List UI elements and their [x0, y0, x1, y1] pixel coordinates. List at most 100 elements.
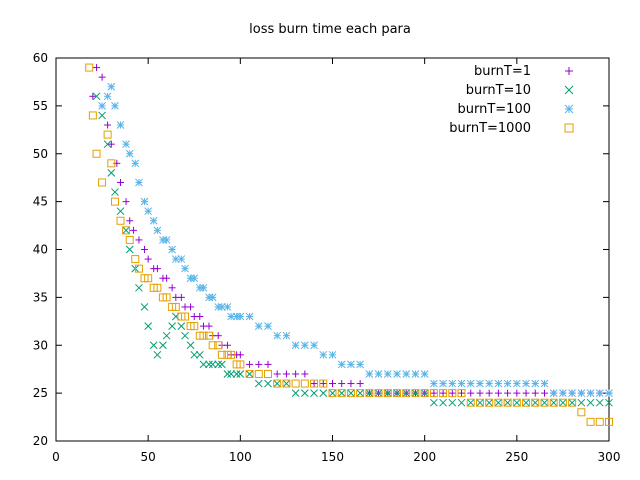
data-point: [494, 379, 503, 388]
y-tick-label: 60: [33, 51, 48, 65]
data-point: [319, 350, 328, 359]
data-point: [467, 389, 475, 397]
data-point: [577, 389, 586, 397]
data-point: [347, 360, 355, 369]
legend-label: burnT=100: [458, 102, 532, 117]
data-point: [171, 302, 180, 311]
x-tick-label: 300: [598, 450, 621, 464]
data-point: [420, 370, 429, 378]
data-point: [531, 398, 540, 407]
legend: burnT=1 burnT=10 burnT=100 burnT=1000: [449, 64, 574, 136]
data-point: [236, 360, 245, 369]
data-point: [457, 379, 466, 388]
data-point: [122, 226, 131, 235]
data-point: [181, 331, 189, 340]
data-point: [245, 370, 254, 378]
data-point: [439, 389, 447, 397]
y-tick-label: 30: [33, 338, 48, 352]
data-point: [430, 389, 438, 397]
data-point: [328, 350, 337, 359]
data-point: [291, 389, 300, 397]
data-point: [347, 380, 355, 388]
data-point: [273, 370, 281, 378]
data-point: [605, 389, 613, 397]
data-point: [282, 379, 291, 388]
data-point: [595, 417, 604, 426]
data-point: [402, 389, 411, 398]
data-point: [429, 389, 438, 398]
data-point: [92, 149, 101, 158]
data-point: [111, 102, 119, 110]
data-point: [195, 350, 204, 359]
x-tick-label: 50: [141, 450, 156, 464]
data-point: [264, 360, 272, 368]
data-point: [125, 235, 134, 244]
data-point: [374, 389, 383, 398]
legend-label: burnT=1000: [449, 121, 531, 136]
data-point: [494, 398, 503, 407]
data-point: [177, 293, 185, 301]
data-point: [512, 398, 521, 407]
data-point: [218, 303, 226, 311]
data-point: [291, 341, 300, 350]
y-tick-label: 45: [33, 195, 48, 209]
data-point: [162, 293, 171, 302]
data-point: [214, 303, 223, 311]
data-point: [595, 389, 604, 397]
data-point: [531, 389, 539, 397]
data-point: [153, 265, 161, 273]
data-point: [177, 255, 186, 263]
data-point: [93, 64, 101, 72]
data-point: [144, 322, 153, 330]
data-point: [98, 102, 106, 110]
data-point: [347, 389, 355, 397]
data-point: [319, 389, 328, 397]
axis-ticks: [55, 57, 610, 442]
data-point: [104, 121, 112, 129]
data-point: [195, 283, 204, 292]
data-point: [595, 398, 604, 407]
data-point: [199, 283, 208, 292]
data-point: [264, 379, 272, 388]
data-point: [522, 398, 531, 407]
data-point: [163, 274, 171, 282]
data-point: [301, 370, 309, 378]
data-point: [117, 178, 125, 186]
data-point: [300, 389, 309, 397]
data-point: [503, 398, 512, 407]
data-point: [485, 379, 494, 388]
data-point: [107, 82, 116, 91]
data-point: [300, 341, 309, 350]
data-point: [356, 389, 365, 398]
data-point: [153, 350, 162, 359]
data-point: [328, 389, 337, 398]
data-point: [540, 379, 549, 388]
data-point: [135, 236, 143, 244]
data-point: [439, 379, 447, 388]
data-point: [328, 389, 337, 397]
legend-label: burnT=10: [466, 83, 531, 98]
data-point: [227, 350, 236, 359]
y-tick-label: 50: [33, 147, 48, 161]
data-point: [337, 360, 346, 369]
data-point: [605, 398, 613, 407]
data-point: [448, 398, 457, 407]
data-point: [476, 398, 484, 407]
data-point: [549, 389, 558, 397]
data-point: [586, 389, 595, 397]
data-point: [310, 380, 318, 388]
data-point: [88, 111, 97, 120]
data-point: [177, 322, 186, 330]
series-burnT=100: [98, 82, 613, 397]
data-point: [393, 389, 402, 398]
data-point: [190, 274, 199, 283]
data-point: [522, 398, 530, 407]
data-point: [448, 389, 457, 398]
data-point: [186, 341, 195, 350]
data-point: [531, 398, 540, 407]
data-point: [568, 398, 576, 407]
data-point: [254, 379, 263, 388]
data-point: [337, 389, 346, 397]
data-point: [214, 341, 223, 350]
data-point: [292, 370, 300, 378]
